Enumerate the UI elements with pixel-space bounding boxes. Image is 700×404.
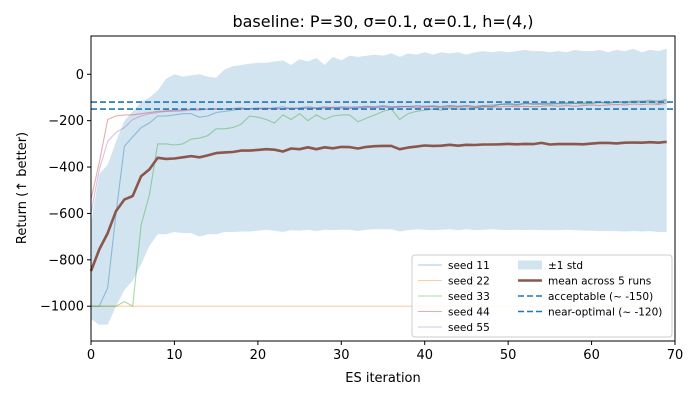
x-tick-label: 50 (500, 348, 517, 363)
legend: seed 11 seed 22 seed 33 seed 44 seed 55 ±1 st… (411, 254, 673, 338)
legend-entry-1-label: seed 11 (448, 260, 490, 272)
y-tick-label: −600 (48, 207, 84, 222)
plot-frame (90, 35, 676, 342)
axes-layer: 0 10 20 30 40 50 60 70 −1000 −800 −600 −400 −200 0 (40, 68, 683, 363)
legend-entry-2-label: seed 22 (448, 275, 490, 287)
x-tick-label: 60 (583, 348, 600, 363)
y-tick-label: −400 (48, 161, 84, 176)
y-tick-label: 0 (76, 68, 84, 83)
series-line-5 (90, 99, 667, 214)
y-tick-label: −800 (48, 253, 84, 268)
x-tick-label: 70 (667, 348, 684, 363)
legend-entry-mean-label: mean across 5 runs (548, 275, 651, 287)
reference-lines-layer (91, 101, 675, 110)
x-tick-label: 10 (166, 348, 183, 363)
legend-entry-5-label: seed 55 (448, 322, 490, 334)
x-tick-label: 20 (250, 348, 267, 363)
x-axis-label: ES iteration (345, 371, 421, 386)
legend-entry-3-label: seed 33 (448, 291, 490, 303)
chart-title: baseline: P=30, σ=0.1, α=0.1, h=(4,) (232, 12, 533, 31)
legend-entry-band-swatch (518, 260, 542, 270)
std-band (91, 48, 667, 325)
y-tick-label: −1000 (40, 300, 84, 315)
y-axis-label: Return (↑ better) (15, 132, 30, 244)
x-tick-label: 0 (87, 348, 95, 363)
y-tick-label: −200 (48, 114, 84, 129)
std-band-layer (91, 48, 667, 325)
series-line-3 (91, 98, 667, 307)
legend-entry-4-label: seed 44 (448, 306, 490, 318)
x-tick-label: 40 (416, 348, 433, 363)
series-line-6 (89, 140, 667, 272)
series-layer (89, 98, 667, 307)
legend-entry-ref-1-label: acceptable (~ -150) (548, 291, 653, 303)
series-line-1 (91, 101, 667, 307)
legend-entry-band-label: ±1 std (548, 260, 583, 272)
legend-entry-ref-2-label: near-optimal (~ -120) (548, 306, 662, 318)
x-tick-label: 30 (333, 348, 350, 363)
